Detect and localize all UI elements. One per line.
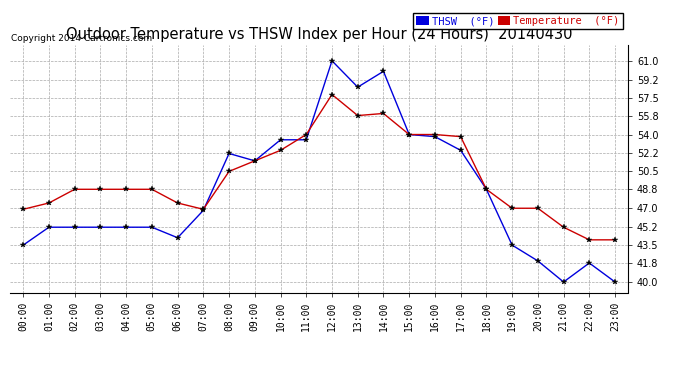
Legend: THSW  (°F), Temperature  (°F): THSW (°F), Temperature (°F) [413, 13, 622, 29]
Title: Outdoor Temperature vs THSW Index per Hour (24 Hours)  20140430: Outdoor Temperature vs THSW Index per Ho… [66, 27, 573, 42]
Text: Copyright 2014 Cartronics.com: Copyright 2014 Cartronics.com [11, 33, 152, 42]
